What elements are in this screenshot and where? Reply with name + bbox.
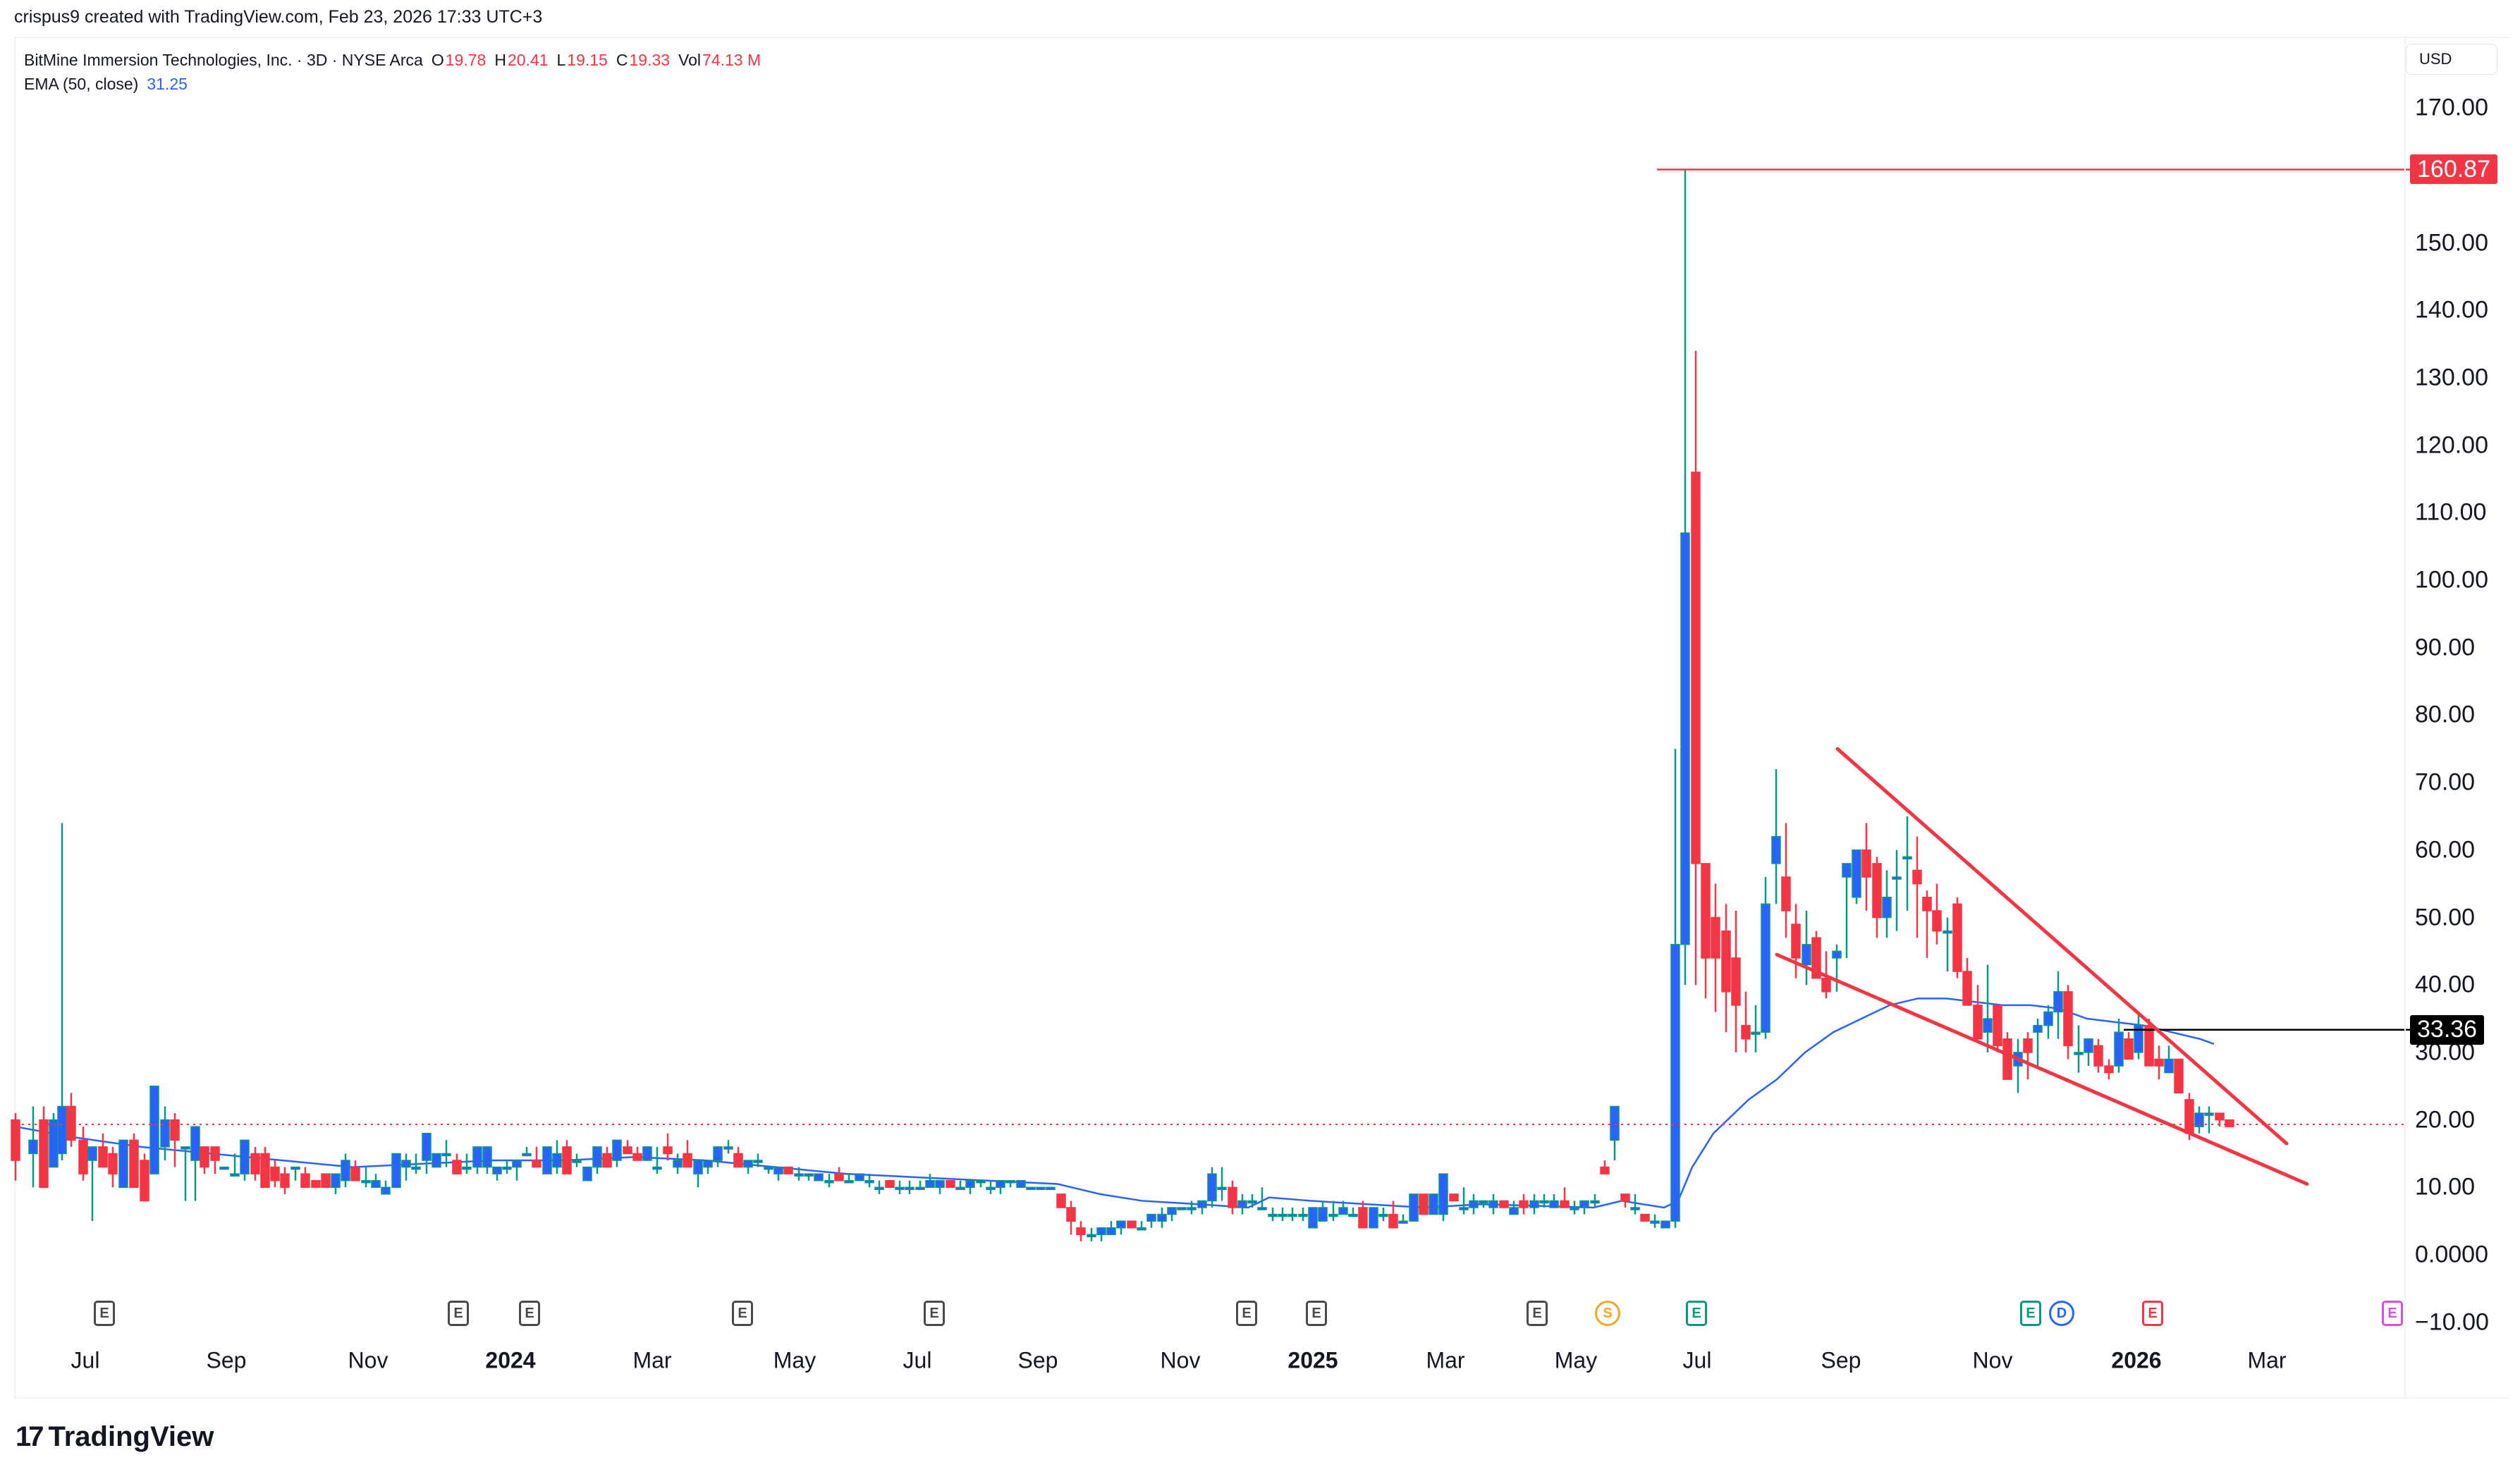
ema-value: 31.25 [147, 75, 188, 93]
earnings-icon[interactable]: E [2020, 1301, 2041, 1326]
earnings-icon[interactable]: E [1236, 1301, 1257, 1326]
earnings-icon[interactable]: E [1527, 1301, 1548, 1326]
legend-symbol[interactable]: BitMine Immersion Technologies, Inc. · 3… [24, 51, 423, 69]
price-tick: 70.00 [2415, 768, 2476, 796]
earnings-icon[interactable]: E [2382, 1301, 2403, 1326]
time-label: Mar [1426, 1347, 1465, 1373]
time-label: Mar [632, 1347, 672, 1373]
price-tick: −10.00 [2415, 1308, 2489, 1336]
tradingview-logo-text: TradingView [48, 1421, 214, 1452]
time-label: Sep [206, 1347, 247, 1373]
time-label: Nov [1160, 1347, 1201, 1373]
earnings-icon[interactable]: E [1686, 1301, 1707, 1326]
price-tick: 120.00 [2415, 431, 2488, 459]
price-tick: 110.00 [2415, 498, 2487, 526]
price-tick: 20.00 [2415, 1106, 2476, 1134]
earnings-icon[interactable]: E [2142, 1301, 2163, 1326]
price-tick: 50.00 [2415, 904, 2476, 931]
tradingview-logo-icon: 17 [16, 1421, 44, 1452]
low-value: 19.15 [567, 51, 608, 69]
legend-symbol-row: BitMine Immersion Technologies, Inc. · 3… [24, 48, 761, 72]
price-axis[interactable] [2404, 37, 2520, 1399]
ema-label[interactable]: EMA (50, close) [24, 75, 139, 93]
chart-attribution: crispus9 created with TradingView.com, F… [14, 7, 543, 27]
time-label: Nov [348, 1347, 389, 1373]
time-label: Mar [2247, 1347, 2287, 1373]
price-tick: 40.00 [2415, 971, 2476, 998]
time-label: Sep [1821, 1347, 1861, 1373]
earnings-icon[interactable]: E [1306, 1301, 1327, 1326]
price-tick: 60.00 [2415, 836, 2476, 864]
price-tick: 130.00 [2415, 364, 2488, 391]
currency-button[interactable]: USD [2406, 44, 2497, 75]
close-label: C [616, 51, 628, 69]
volume-value: 74.13 M [702, 51, 761, 69]
price-tick: 170.00 [2415, 94, 2488, 121]
price-tick: 90.00 [2415, 634, 2476, 661]
level-price-tag: 33.36 [2410, 1014, 2485, 1045]
price-tick: 140.00 [2415, 296, 2488, 324]
high-label: H [494, 51, 506, 69]
chart-frame [14, 37, 2510, 1399]
tradingview-logo[interactable]: 17 TradingView [16, 1421, 214, 1453]
time-label: Jul [903, 1347, 932, 1373]
time-label: Sep [1017, 1347, 1058, 1373]
price-tick: 0.0000 [2415, 1241, 2488, 1268]
time-label: 2025 [1287, 1347, 1338, 1373]
price-tick: 150.00 [2415, 229, 2488, 256]
time-label: 2026 [2111, 1347, 2162, 1373]
price-tick: 80.00 [2415, 701, 2476, 728]
earnings-icon[interactable]: E [924, 1301, 945, 1326]
split-icon[interactable]: S [1595, 1301, 1620, 1326]
open-label: O [431, 51, 444, 69]
high-value: 20.41 [507, 51, 549, 69]
drawing-overlays [16, 168, 2410, 1186]
low-label: L [556, 51, 566, 69]
high-price-tag: 160.87 [2410, 154, 2497, 185]
time-label: May [773, 1347, 816, 1373]
candles [11, 168, 2234, 1241]
open-value: 19.78 [445, 51, 487, 69]
time-label: 2024 [485, 1347, 536, 1373]
dividend-icon[interactable]: D [2049, 1301, 2074, 1326]
ema-line [15, 998, 2215, 1209]
time-label: Jul [71, 1347, 100, 1373]
earnings-icon[interactable]: E [519, 1301, 540, 1326]
time-label: Nov [1972, 1347, 2013, 1373]
time-label: May [1554, 1347, 1598, 1373]
earnings-icon[interactable]: E [448, 1301, 469, 1326]
time-label: Jul [1682, 1347, 1712, 1373]
price-tick: 100.00 [2415, 566, 2488, 594]
chart-legend: BitMine Immersion Technologies, Inc. · 3… [24, 48, 761, 96]
price-tick: 10.00 [2415, 1173, 2476, 1201]
earnings-icon[interactable]: E [94, 1301, 115, 1326]
legend-ema-row: EMA (50, close) 31.25 [24, 72, 761, 96]
close-value: 19.33 [629, 51, 671, 69]
earnings-icon[interactable]: E [732, 1301, 753, 1326]
volume-label: Vol [678, 51, 702, 69]
